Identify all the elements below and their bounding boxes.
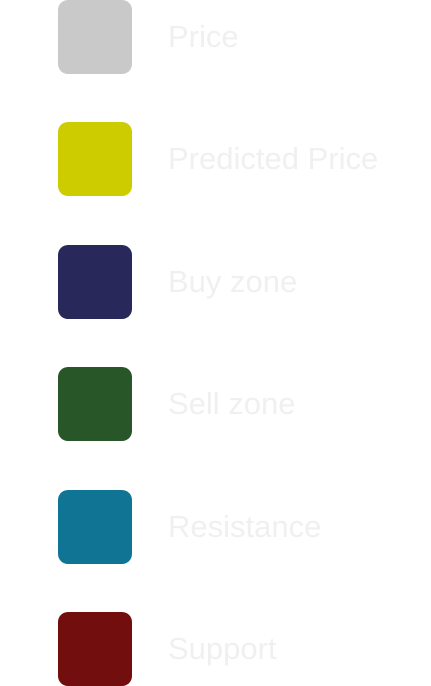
- legend-swatch-predicted-price: [58, 122, 132, 196]
- legend-item-price: Price: [0, 0, 431, 74]
- legend-item-buy-zone: Buy zone: [0, 245, 431, 319]
- legend-label-support: Support: [168, 631, 277, 666]
- legend-label-sell-zone: Sell zone: [168, 386, 296, 421]
- legend-label-predicted-price: Predicted Price: [168, 141, 379, 176]
- legend-swatch-buy-zone: [58, 245, 132, 319]
- legend-swatch-price: [58, 0, 132, 74]
- legend-item-support: Support: [0, 612, 431, 686]
- legend-swatch-sell-zone: [58, 367, 132, 441]
- legend-label-resistance: Resistance: [168, 509, 322, 544]
- legend-label-buy-zone: Buy zone: [168, 264, 298, 299]
- legend-item-sell-zone: Sell zone: [0, 367, 431, 441]
- legend-swatch-support: [58, 612, 132, 686]
- legend-label-price: Price: [168, 19, 239, 54]
- legend-item-predicted-price: Predicted Price: [0, 122, 431, 196]
- legend-item-resistance: Resistance: [0, 490, 431, 564]
- legend-swatch-resistance: [58, 490, 132, 564]
